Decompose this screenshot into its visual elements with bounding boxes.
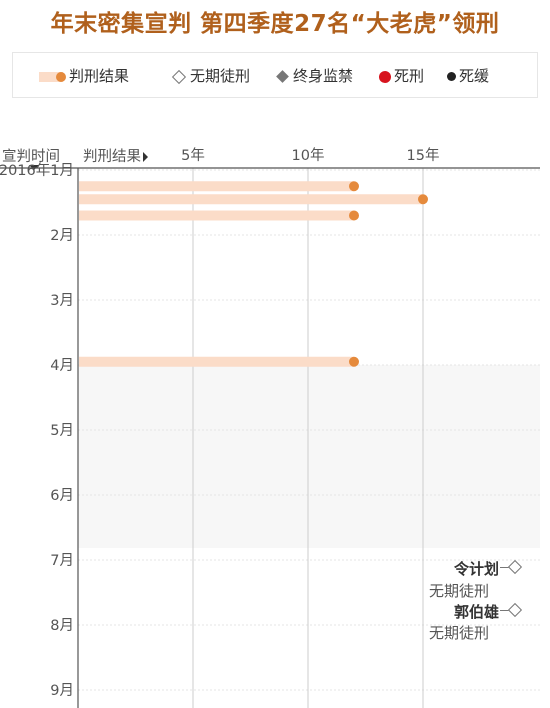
y-tick-label: 2月 [50,228,74,244]
sentence-dot [349,181,359,192]
legend-label-suspended: 死缓 [459,67,490,85]
sentence-bar [79,210,354,221]
legend-label-sentence: 判刑结果 [69,67,130,85]
y-tick-label: 3月 [50,293,74,309]
y-tick-label: 8月 [50,618,74,634]
sentence-bar [79,356,354,367]
sentence-dot [349,210,359,221]
sentence-dot [418,194,428,205]
result-column-header[interactable]: 判刑结果 [83,145,148,166]
legend-label-whole-life: 终身监禁 [293,67,354,85]
page-title: 年末密集宣判 第四季度27名“大老虎”领刑 [50,11,500,37]
legend-item-whole-life[interactable]: 终身监禁 [275,53,353,99]
x-tick-label: 15年 [407,147,440,164]
legend-item-life[interactable]: 无期徒刑 [171,53,250,99]
sentence-bar [79,194,423,205]
legend-label-life: 无期徒刑 [190,67,251,85]
legend-bar-swatch [39,71,63,82]
legend-label-death: 死刑 [394,67,425,85]
annotation-verdict: 无期徒刑 [429,582,490,600]
y-tick-label: 4月 [50,358,74,374]
y-tick-label: 7月 [50,553,74,569]
sentence-dot [349,356,359,367]
arrow-right-icon [143,152,148,162]
legend-item-suspended[interactable]: 死缓 [447,53,489,99]
annotation-leader-line [500,567,509,568]
legend-dot-swatch [56,71,66,82]
annotation-verdict: 无期徒刑 [429,624,490,642]
sentence-bar [79,181,354,192]
result-column-label: 判刑结果 [83,149,141,165]
date-column-header: 宣判时间 [2,149,60,165]
annotation-name: 令计划 [453,560,499,578]
y-tick-label: 6月 [50,488,74,504]
legend-item-sentence[interactable]: 判刑结果 [39,53,129,99]
legend: 判刑结果 无期徒刑 终身监禁 死刑 死缓 [12,52,538,98]
x-tick-label: 10年 [292,147,325,164]
y-tick-label: 2016年1月 [0,162,74,179]
x-tick-label: 5年 [181,147,205,164]
quarter-band [78,365,540,548]
annotation-leader-line [500,610,509,611]
red-dot-icon [379,70,391,83]
legend-item-death[interactable]: 死刑 [379,53,424,99]
black-dot-icon [447,72,456,81]
y-tick-label: 9月 [50,683,74,699]
annotation-name: 郭伯雄 [453,603,499,621]
y-tick-label: 5月 [50,423,74,439]
